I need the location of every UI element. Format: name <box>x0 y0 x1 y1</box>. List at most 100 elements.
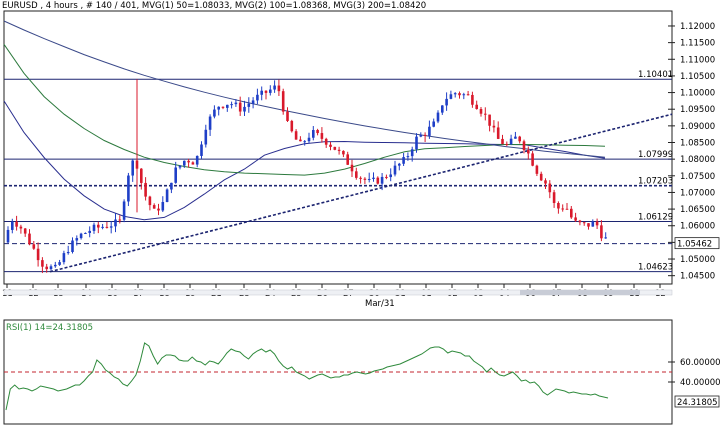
candle-body <box>600 225 603 239</box>
candle-body <box>286 111 289 121</box>
candle-body <box>109 226 113 228</box>
candle-body <box>195 155 199 165</box>
candle-body <box>355 171 358 178</box>
candle-body <box>58 262 61 265</box>
candle-body <box>15 221 18 227</box>
price-tick-label: 1.08000 <box>680 155 715 165</box>
price-tick-label: 1.07000 <box>680 188 715 198</box>
price-tick-label: 1.10000 <box>680 89 715 99</box>
candle-body <box>552 192 556 203</box>
candle-body <box>320 133 324 139</box>
candle-body <box>174 167 177 183</box>
scrollbar-thumb[interactable] <box>520 290 640 295</box>
candle-body <box>479 109 483 114</box>
candle-body <box>423 134 427 136</box>
candle-body <box>157 208 160 211</box>
rsi-axis: 60.00000 40.00000 24.31805 <box>668 358 720 408</box>
price-tick-label: 1.10500 <box>680 72 715 82</box>
level-label: 1.06129 <box>638 212 673 222</box>
candle-body <box>217 106 220 110</box>
candle-body <box>501 138 504 144</box>
candle-body <box>587 223 590 227</box>
candle-body <box>170 182 173 190</box>
rsi-value-box <box>674 395 720 408</box>
candle-body <box>131 160 134 176</box>
price-panel-frame <box>3 10 673 285</box>
candle-body <box>398 163 401 166</box>
level-label: 1.10401 <box>638 70 673 80</box>
candle-body <box>492 125 496 128</box>
candle-body <box>290 120 294 132</box>
candle-body <box>187 160 190 163</box>
header-symbol: EURUSD <box>2 1 38 11</box>
price-tick-label: 1.11500 <box>680 39 715 49</box>
candle-body <box>71 240 74 252</box>
candle-body <box>28 233 31 245</box>
price-tick-label: 1.05000 <box>680 255 715 265</box>
candle-body <box>363 178 367 180</box>
header-ma1: MVG(1) 50=1.08033 <box>142 1 230 11</box>
candle-body <box>269 89 272 93</box>
candle-body <box>152 205 156 209</box>
candle-body <box>294 131 298 140</box>
candle-body <box>441 105 444 113</box>
candle-body <box>118 219 122 221</box>
candle-body <box>208 116 212 130</box>
price-tick-label: 1.11000 <box>680 55 715 65</box>
candle-body <box>539 173 543 181</box>
ma-line <box>3 44 606 176</box>
candle-body <box>436 112 440 122</box>
candle-body <box>531 153 534 166</box>
candle-body <box>148 196 152 206</box>
rsi-header: RSI(1) 14=24.31805 <box>6 323 93 333</box>
header-bars: # 140 / 401 <box>86 1 137 11</box>
candle-body <box>350 164 354 172</box>
candle-body <box>449 94 453 99</box>
candle-body <box>471 94 474 105</box>
price-tick-label: 1.07500 <box>680 172 715 182</box>
candle-body <box>595 221 599 226</box>
candle-body <box>367 178 371 180</box>
candle-body <box>277 85 281 92</box>
candle-body <box>36 248 40 261</box>
candle-body <box>574 217 577 221</box>
candle-body <box>260 90 263 95</box>
candle-body <box>445 98 448 106</box>
header-timeframe: 4 hours <box>46 1 79 11</box>
scrollbar-track[interactable] <box>3 289 673 296</box>
candle-body <box>548 183 552 193</box>
candle-body <box>144 182 147 197</box>
level-box <box>674 237 720 250</box>
price-tick-label: 1.09000 <box>680 122 715 132</box>
candle-body <box>419 134 423 137</box>
candle-body <box>238 102 242 112</box>
ma-line <box>3 20 606 158</box>
candle-body <box>565 208 569 210</box>
candle-body <box>251 100 255 104</box>
candle-body <box>66 251 70 254</box>
candle-body <box>213 109 216 117</box>
candle-body <box>230 104 233 106</box>
candle-body <box>604 237 607 239</box>
candle-body <box>178 165 182 168</box>
rsi-series <box>4 342 672 411</box>
candle-body <box>226 104 229 108</box>
candle-body <box>514 136 517 139</box>
candle-body <box>281 91 285 112</box>
candle-body <box>140 168 143 183</box>
candle-body <box>165 189 169 202</box>
candle-body <box>127 175 130 202</box>
candle-body <box>84 232 87 234</box>
price-tick-label: 1.09500 <box>680 105 715 115</box>
candle-body <box>23 228 27 234</box>
candle-body <box>527 150 530 154</box>
candle-body <box>45 266 48 270</box>
candle-body <box>484 113 487 115</box>
candle-body <box>234 102 238 105</box>
candle-body <box>299 139 302 142</box>
candle-body <box>385 176 388 178</box>
candle-body <box>337 149 341 151</box>
candle-body <box>458 93 461 96</box>
candle-body <box>509 138 513 145</box>
